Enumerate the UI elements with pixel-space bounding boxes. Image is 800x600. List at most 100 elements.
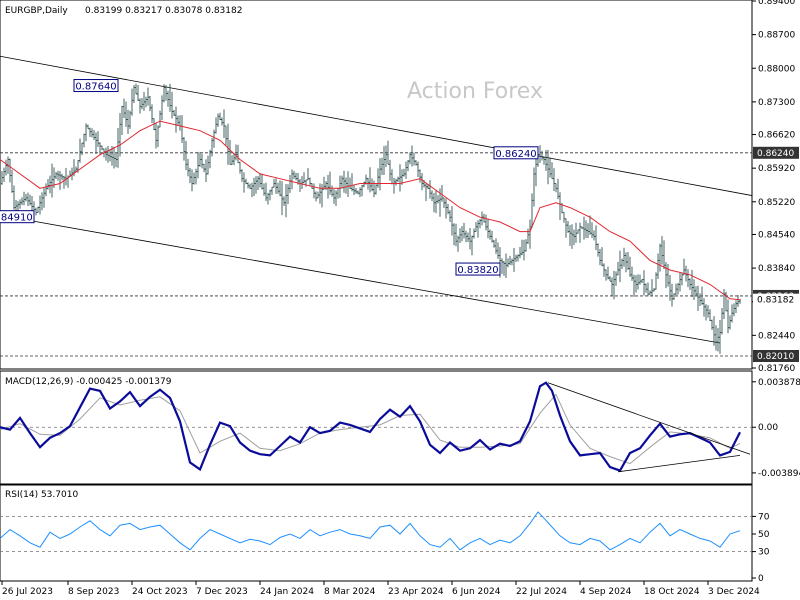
price-bar: [141, 97, 143, 110]
price-bar: [125, 101, 127, 127]
price-bar: [521, 239, 523, 256]
price-bar: [365, 174, 367, 185]
price-axis-tick-label: 0.84540: [758, 230, 795, 240]
price-bar: [295, 172, 297, 181]
price-bar: [445, 198, 447, 219]
price-bar: [573, 229, 575, 246]
price-bar: [429, 180, 431, 199]
price-bar: [533, 167, 535, 207]
price-bar: [511, 258, 513, 266]
time-axis-tick-label: 22 Jul 2024: [516, 587, 567, 597]
price-bar: [221, 117, 223, 126]
price-bar: [43, 188, 45, 208]
price-bar: [269, 189, 271, 201]
price-bar: [577, 229, 579, 234]
price-bar: [275, 178, 277, 194]
price-bar: [547, 149, 549, 185]
price-bar: [45, 183, 47, 197]
price-bar: [493, 239, 495, 248]
macd-axis-tick-label: 0.003878: [758, 378, 800, 388]
price-bar: [185, 140, 187, 171]
price-bar: [615, 271, 617, 286]
price-bar: [377, 168, 379, 188]
price-bar: [329, 171, 331, 195]
price-annotation-box: [455, 262, 501, 276]
price-bar: [11, 169, 13, 193]
price-bar: [143, 91, 145, 111]
price-bar: [461, 226, 463, 242]
price-bar: [57, 170, 59, 181]
price-bar: [583, 216, 585, 240]
price-bar: [265, 182, 267, 201]
price-bar: [669, 274, 671, 301]
price-bar: [55, 171, 57, 179]
price-bar: [467, 232, 469, 242]
price-bar: [25, 193, 27, 202]
price-bar: [257, 175, 259, 191]
price-bar: [217, 113, 219, 127]
price-bar: [127, 109, 129, 134]
price-bar: [671, 283, 673, 307]
price-bar: [631, 266, 633, 281]
price-bar: [655, 272, 657, 290]
price-bar: [267, 192, 269, 205]
watermark: Action Forex: [407, 79, 543, 104]
price-bar: [683, 258, 685, 276]
price-bar: [333, 189, 335, 204]
price-bar: [51, 163, 53, 198]
price-bar: [543, 156, 545, 165]
price-bar: [177, 115, 179, 126]
macd-panel[interactable]: MACD(12,26,9) -0.000425 -0.001379 0.0038…: [0, 370, 800, 485]
rsi-line: [0, 511, 741, 551]
price-bar: [707, 305, 709, 318]
price-bar: [667, 264, 669, 287]
price-bar: [735, 300, 737, 314]
rsi-panel[interactable]: RSI(14) 53.7010 70 50 30 0: [0, 484, 770, 584]
price-bar: [63, 175, 65, 189]
price-panel[interactable]: Action Forex EURGBP,Daily 0.83199 0.8321…: [0, 0, 799, 374]
price-bar: [601, 247, 603, 267]
price-bar: [695, 286, 697, 297]
price-annotation-box: [0, 210, 35, 224]
price-bar: [719, 319, 721, 354]
price-bar: [593, 230, 595, 241]
price-bar: [245, 178, 247, 185]
price-bar: [357, 190, 359, 195]
price-bar: [717, 328, 719, 352]
price-bar: [495, 238, 497, 254]
price-bar: [47, 179, 49, 190]
price-bar: [557, 178, 559, 200]
price-bar: [619, 250, 621, 283]
price-bar: [725, 291, 727, 312]
price-bar: [215, 117, 217, 134]
price-bar: [345, 177, 347, 194]
price-bar: [721, 308, 723, 335]
price-bar: [225, 125, 227, 146]
price-bar: [417, 161, 419, 177]
price-bar: [705, 304, 707, 321]
price-bar: [479, 218, 481, 229]
price-bar: [259, 173, 261, 188]
price-bar: [555, 183, 557, 193]
price-bar: [701, 286, 703, 305]
time-axis-tick-label: 4 Sep 2024: [580, 587, 632, 597]
price-bar: [535, 158, 537, 187]
price-bar: [663, 240, 665, 270]
price-bar: [253, 177, 255, 196]
price-bar: [305, 179, 307, 187]
price-bar: [603, 263, 605, 277]
price-bar: [637, 274, 639, 290]
price-tag-box: [753, 293, 799, 306]
price-bar: [129, 110, 131, 129]
price-bar: [343, 170, 345, 193]
price-bar: [161, 95, 163, 121]
price-bar: [243, 172, 245, 193]
price-bar: [469, 228, 471, 250]
price-bar: [711, 319, 713, 330]
price-bar: [281, 181, 283, 216]
price-bar: [681, 273, 683, 286]
price-bar: [727, 299, 729, 334]
price-bar: [287, 184, 289, 205]
price-bar: [197, 151, 199, 179]
price-annotation-label: 0.87640: [75, 82, 116, 93]
